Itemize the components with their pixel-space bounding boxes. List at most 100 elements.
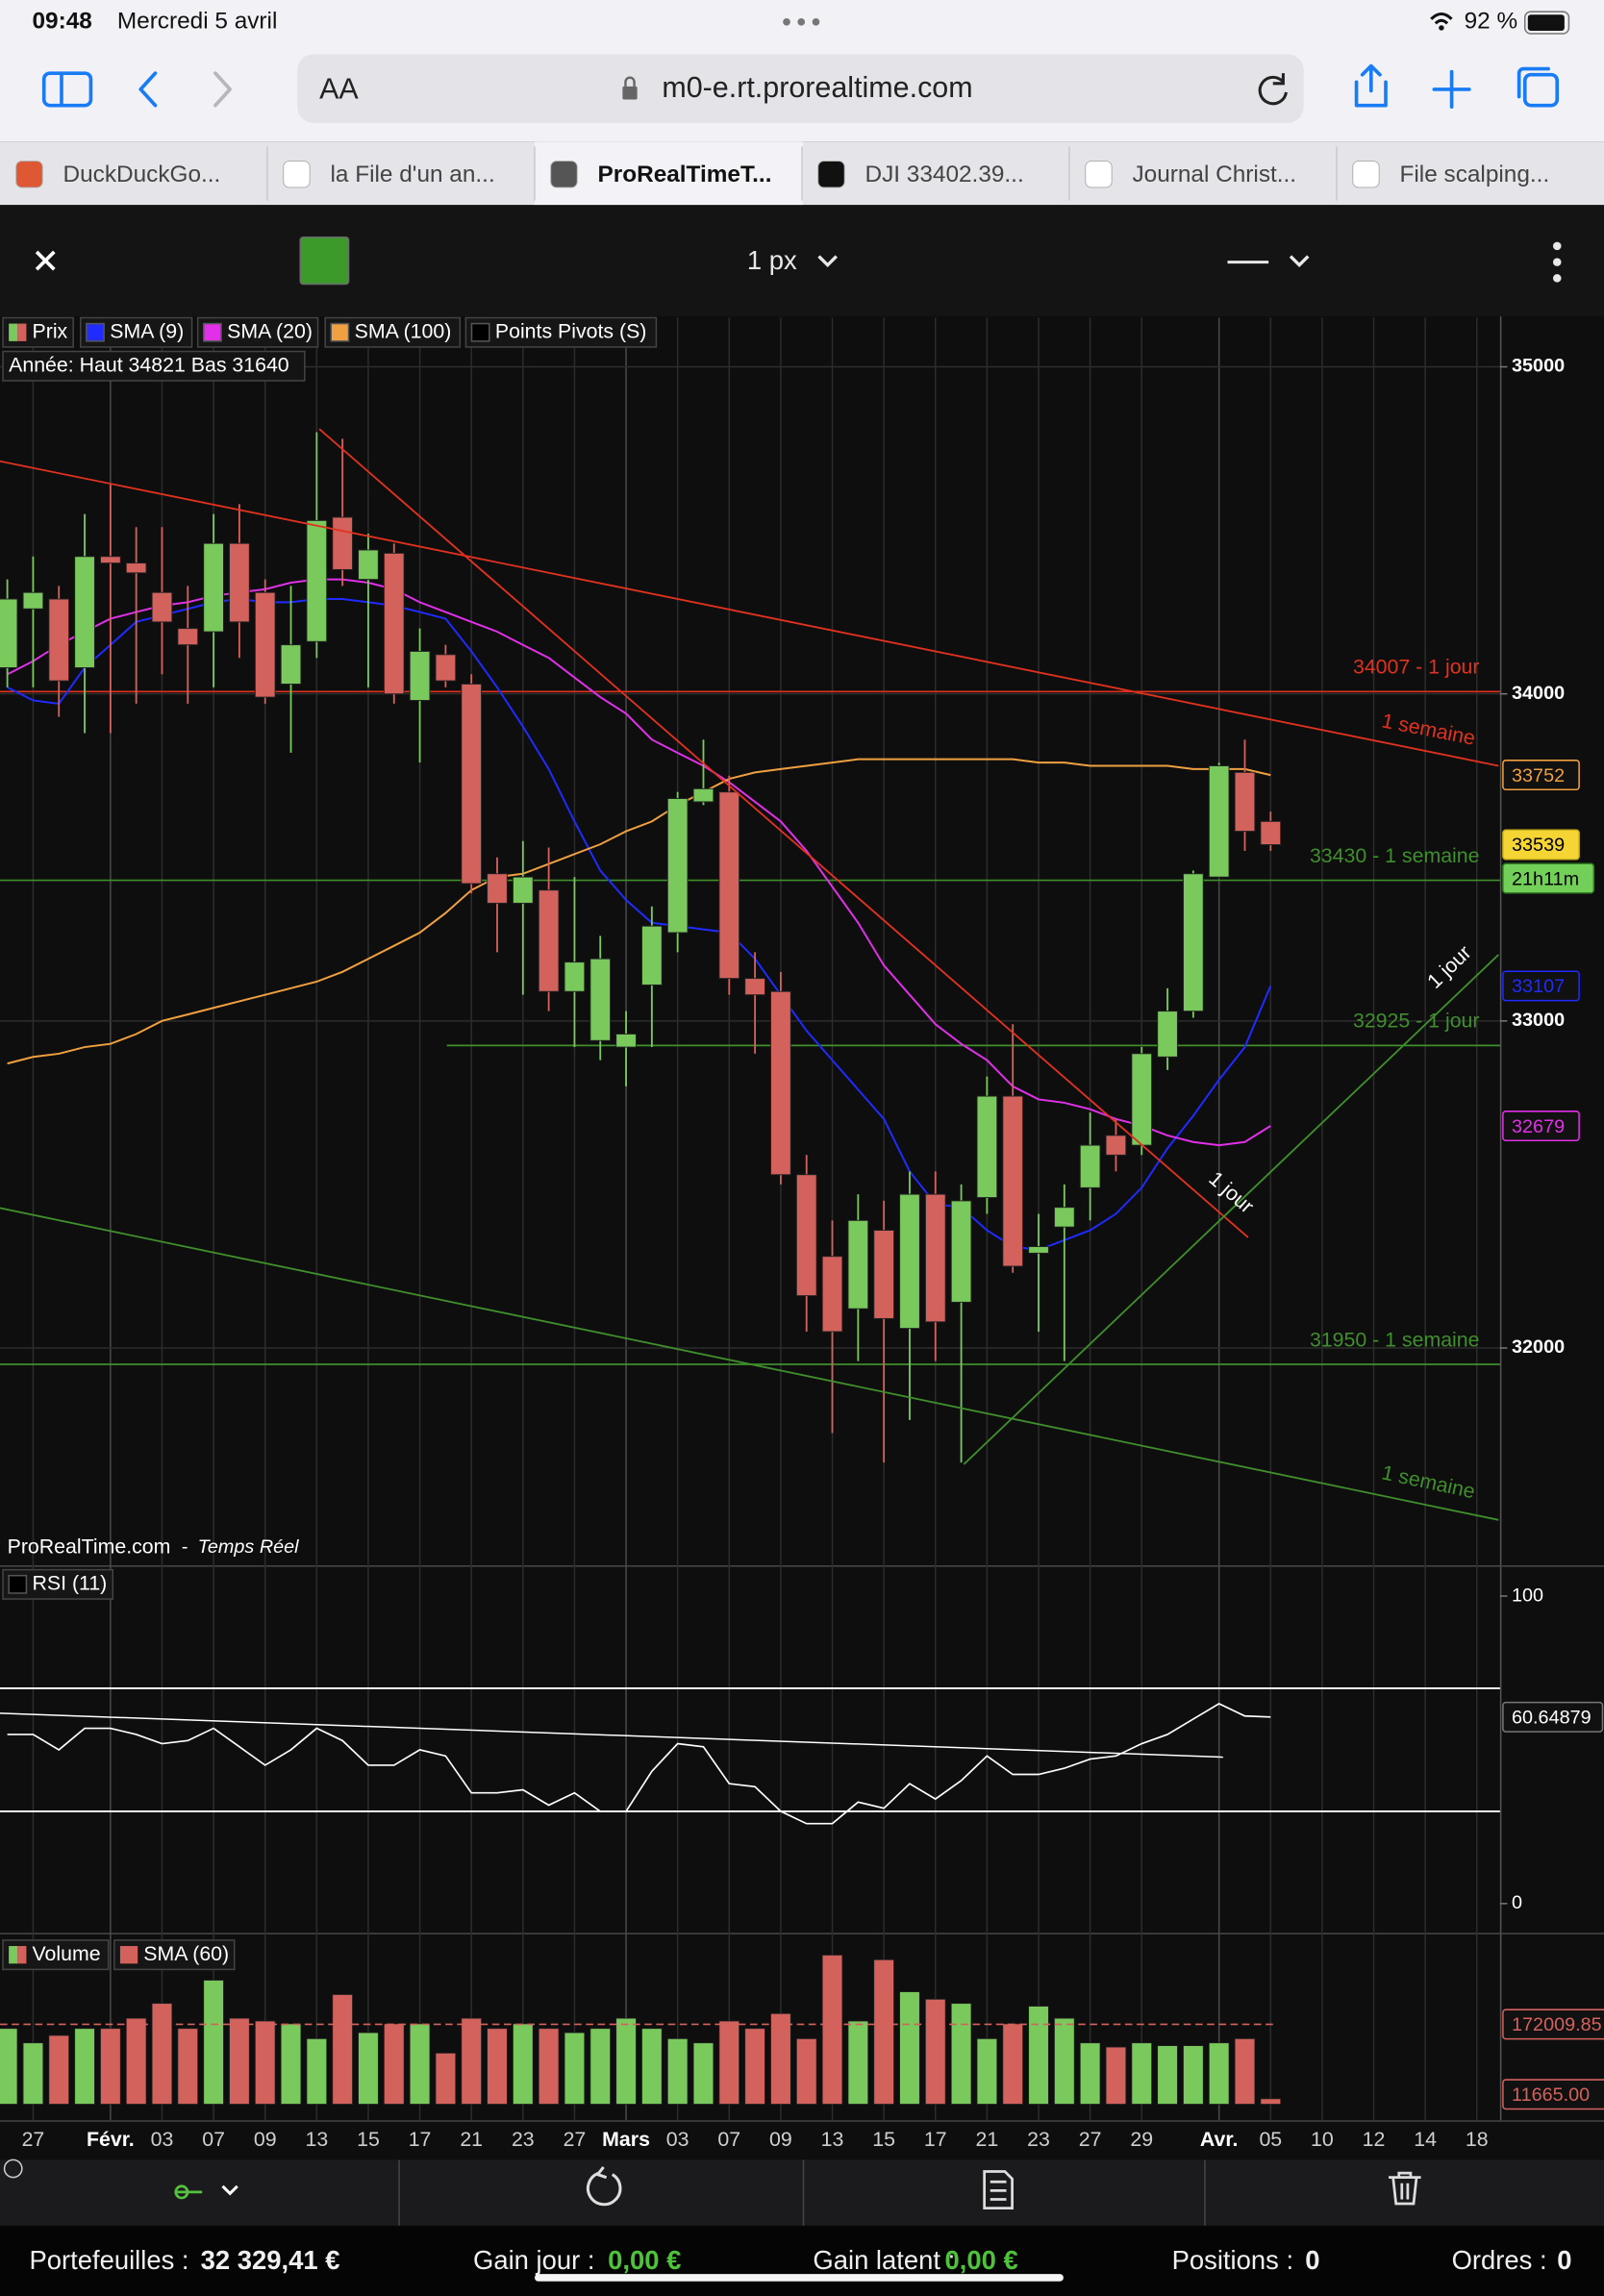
rsi-tick-label: 100 (1512, 1585, 1543, 1606)
x-tick-label: 10 (1311, 2128, 1334, 2151)
lock-icon (622, 86, 638, 100)
volume-last-value-box (1502, 2079, 1604, 2110)
more-button[interactable] (1552, 241, 1562, 283)
candle-body (795, 1174, 817, 1297)
candle-body (383, 552, 405, 695)
y-tick-label: 32000 (1512, 1336, 1565, 1358)
candle-body (229, 542, 250, 623)
volume-bar (718, 2020, 740, 2105)
candle-body (692, 787, 714, 803)
candle-body (151, 591, 173, 623)
volume-bar (847, 2020, 869, 2105)
share-button[interactable] (1354, 63, 1388, 108)
volume-bar (177, 2028, 199, 2105)
tab-title[interactable]: DuckDuckGo... (63, 162, 221, 187)
source: ProRealTime.com (8, 1535, 171, 1558)
drawing-tool-button[interactable] (174, 2184, 203, 2200)
series-last-value-box (1502, 1111, 1580, 1142)
x-tick-label: 14 (1414, 2128, 1437, 2151)
legend-swatch (9, 323, 18, 341)
drawing-tool-chevron (221, 2184, 238, 2196)
volume-bar (564, 2032, 586, 2105)
tab-title[interactable]: Journal Christ... (1133, 162, 1297, 187)
volume-bar (461, 2017, 482, 2105)
duplicate-button[interactable] (983, 2170, 1014, 2209)
candle-body (1105, 1135, 1127, 1156)
new-tab-button[interactable] (1432, 69, 1471, 110)
volume-bar (100, 2028, 121, 2105)
address-bar[interactable] (297, 54, 1304, 123)
volume-bar (280, 2023, 302, 2105)
volume-title: Volume (33, 1942, 101, 1965)
level-label: 33430 - 1 semaine (1310, 844, 1480, 867)
tab-title[interactable]: ProRealTimeT... (598, 162, 772, 187)
volume-bar (0, 2028, 18, 2105)
x-tick-label: 09 (769, 2128, 792, 2151)
tab-favicon (550, 161, 578, 188)
settings-icon[interactable] (3, 2159, 23, 2179)
x-tick-label: 29 (1130, 2128, 1153, 2151)
tabs-button[interactable] (1522, 72, 1560, 108)
x-tick-label: 17 (924, 2128, 947, 2151)
candle-body (770, 990, 791, 1176)
url[interactable]: m0-e.rt.prorealtime.com (662, 71, 972, 104)
candle-body (976, 1095, 998, 1198)
reset-button[interactable] (586, 2166, 622, 2207)
tab-favicon (15, 161, 43, 188)
candle-body (641, 925, 663, 986)
level-label: 34007 - 1 jour (1353, 656, 1480, 679)
candle-body (1002, 1095, 1024, 1267)
color-picker[interactable] (299, 236, 350, 286)
candle-body (487, 873, 508, 904)
close-button[interactable] (35, 250, 56, 271)
tab-title[interactable]: la File d'un an... (331, 162, 495, 187)
volume-bar (125, 2017, 147, 2105)
reload-button[interactable] (1258, 73, 1288, 106)
rsi-last-value: 60.64879 (1512, 1708, 1591, 1729)
volume-bar (589, 2028, 611, 2105)
sma-line (7, 758, 1271, 1065)
series-last-value: 33107 (1512, 976, 1565, 997)
volume-bar (1234, 2038, 1256, 2105)
sidebar-button[interactable] (41, 71, 93, 108)
volume-bar (925, 1998, 946, 2105)
candle-body (22, 591, 44, 610)
latent-gain-label: Gain latent : (813, 2245, 955, 2275)
x-tick-label: 15 (872, 2128, 895, 2151)
multitask-dots (783, 18, 820, 26)
volume-bar (1260, 2098, 1282, 2105)
candle-body (1157, 1011, 1178, 1058)
legend-label: SMA (9) (110, 319, 184, 342)
orders-value: 0 (1557, 2245, 1571, 2275)
volume-bar (229, 2017, 250, 2105)
delete-button[interactable] (1389, 2171, 1421, 2206)
legend-item[interactable] (464, 316, 658, 348)
x-tick-label: 07 (202, 2128, 225, 2151)
volume-bar (203, 1980, 224, 2105)
line-width-select[interactable]: 1 px (747, 245, 797, 275)
tab-title[interactable]: DJI 33402.39... (865, 162, 1024, 187)
tab-title[interactable]: File scalping... (1400, 162, 1550, 187)
tabs-button-back (1516, 66, 1550, 99)
text-size-button[interactable]: AA (319, 72, 359, 105)
volume-bar (151, 2003, 173, 2105)
active-tab[interactable] (535, 141, 803, 206)
legend-swatch (202, 322, 222, 342)
back-button[interactable] (138, 71, 158, 108)
volume-bar (770, 2012, 791, 2105)
x-tick-label: Avr. (1200, 2128, 1239, 2151)
candle-body (1079, 1144, 1101, 1188)
bottom-toolbar (0, 2159, 1604, 2226)
legend-label: SMA (100) (355, 319, 452, 342)
candle-body (1234, 771, 1256, 833)
line-width-chevron (817, 255, 838, 268)
rsi-trend-line (0, 1712, 1223, 1759)
forward-button[interactable] (213, 71, 232, 108)
candle-body (873, 1230, 894, 1319)
rsi-swatch (8, 1574, 28, 1594)
source-separator: - (182, 1536, 188, 1558)
level-label: 32925 - 1 jour (1353, 1010, 1480, 1033)
x-tick-label: 27 (1079, 2128, 1102, 2151)
volume-bar (435, 2052, 457, 2105)
